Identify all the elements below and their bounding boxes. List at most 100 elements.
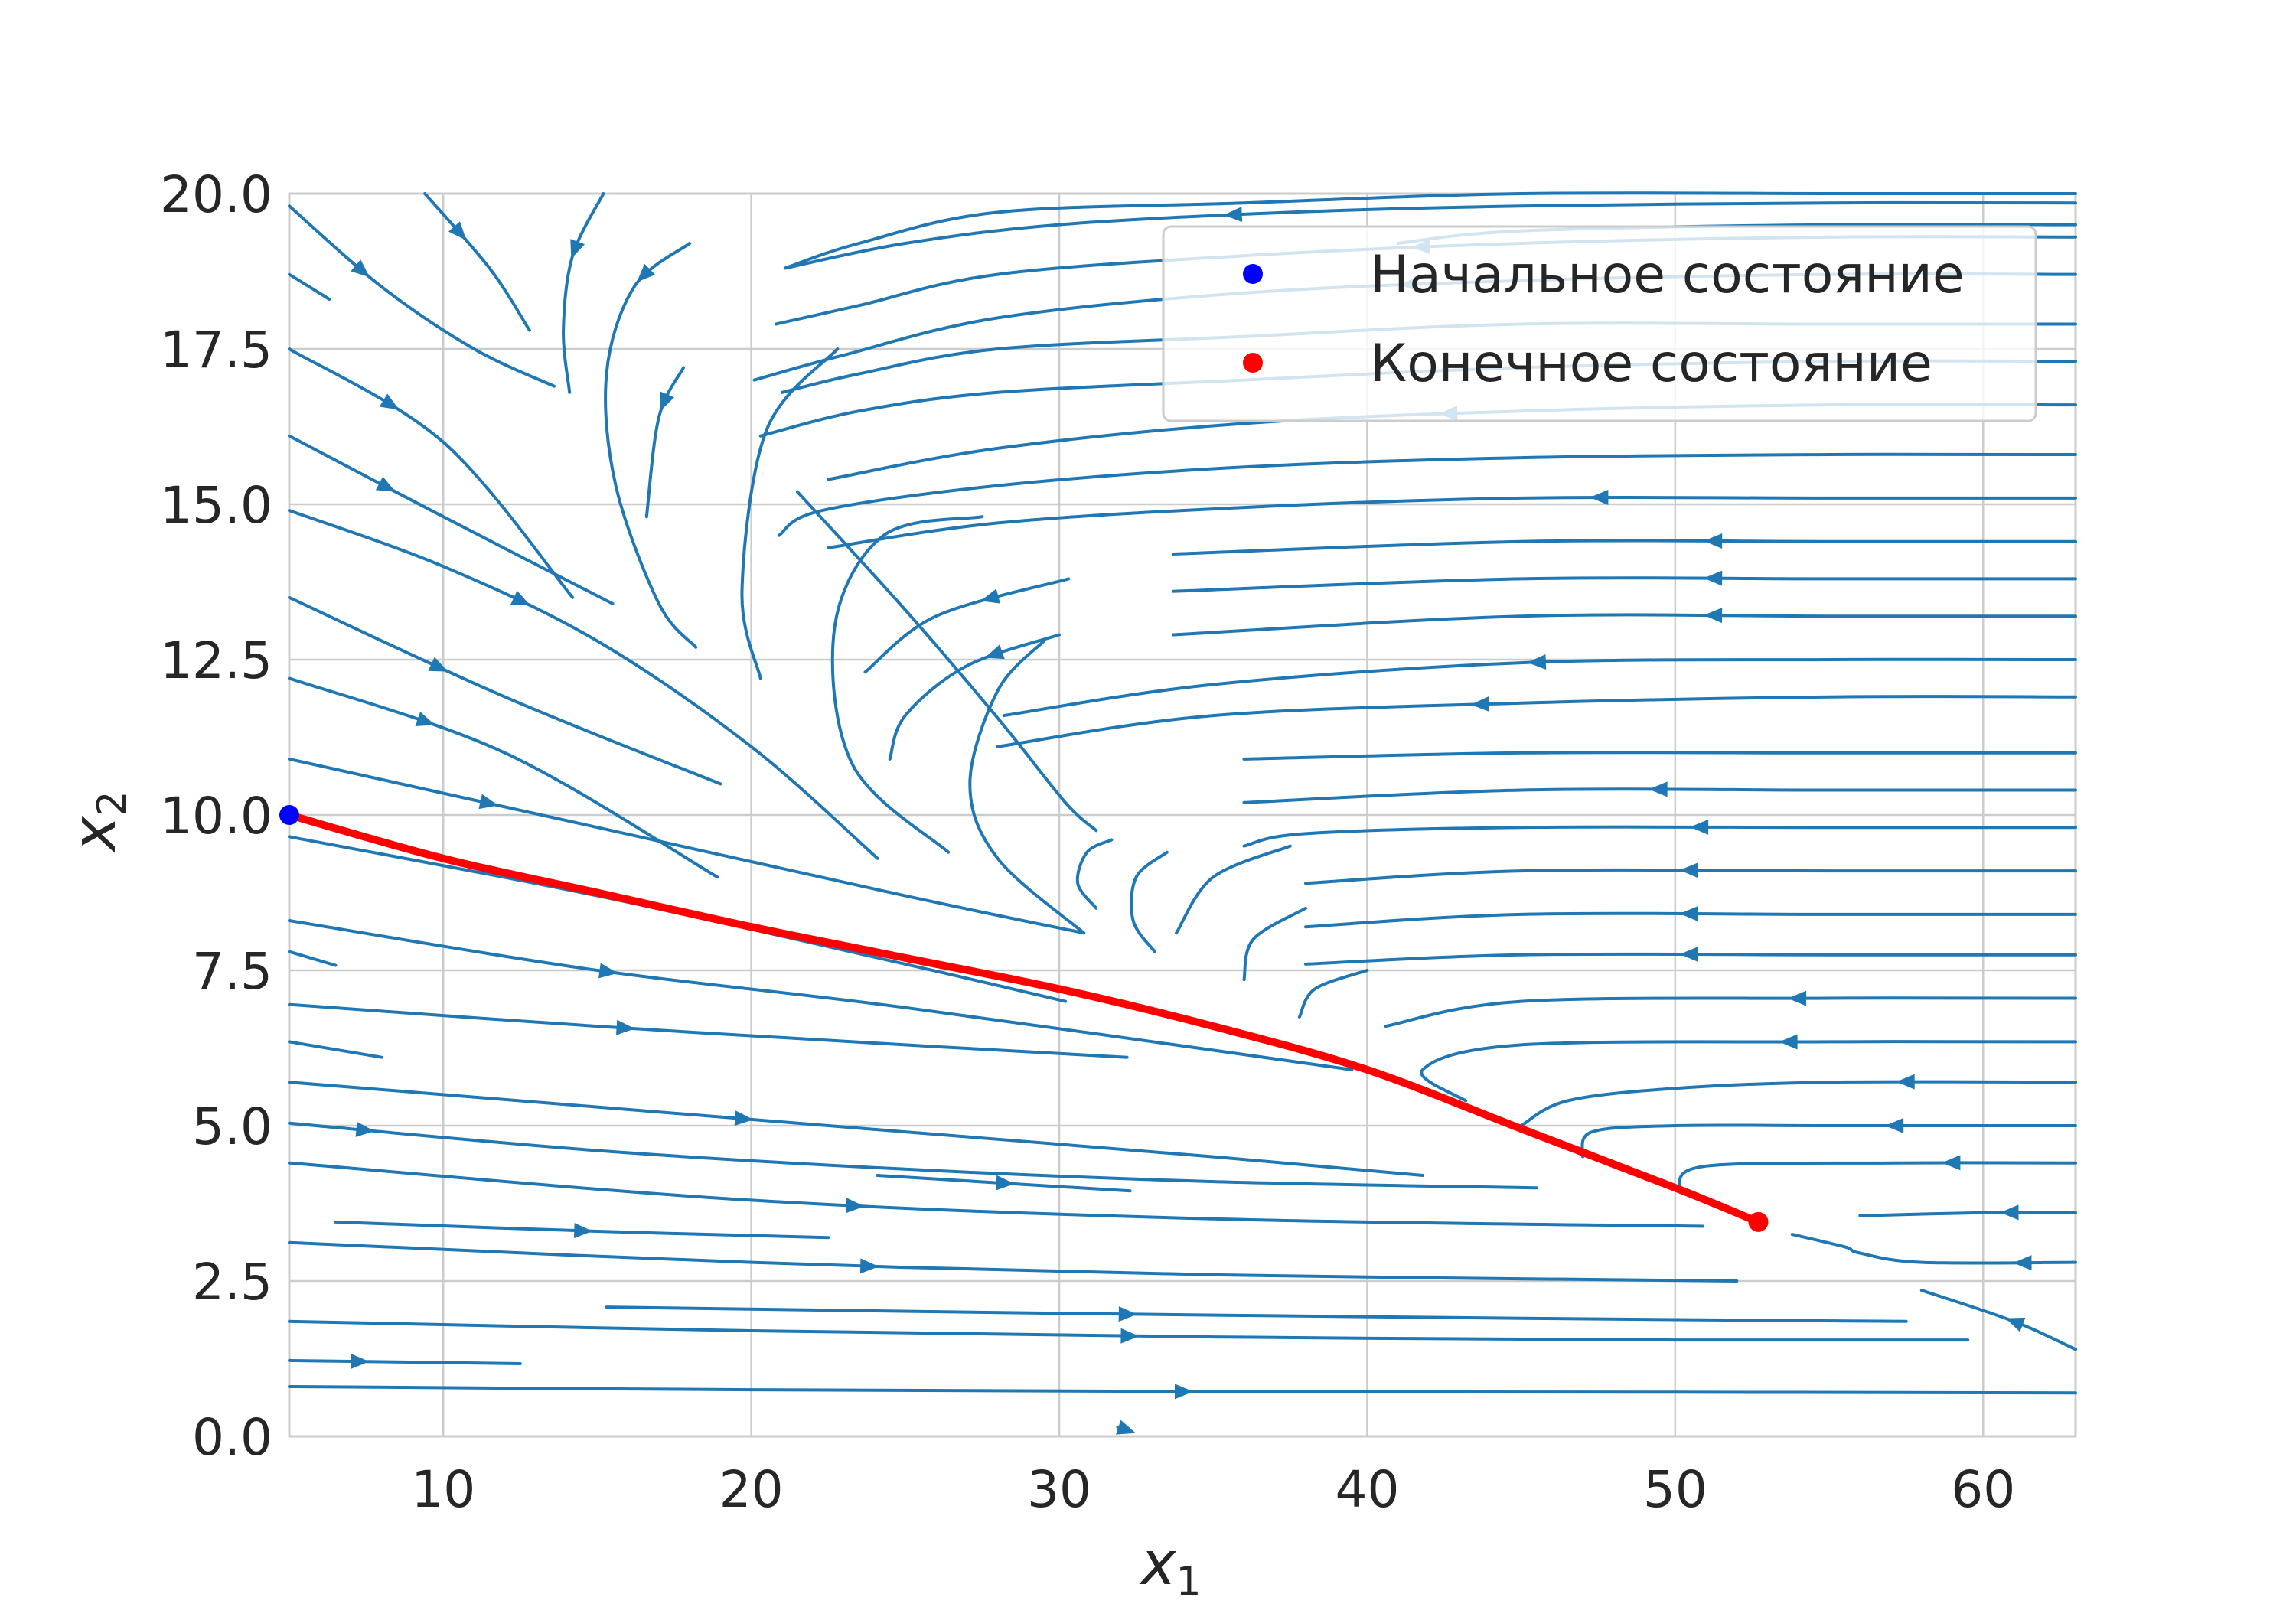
legend-label-start: Начальное состояние (1370, 245, 1965, 305)
streamline (740, 347, 840, 680)
streamline (1297, 969, 1369, 1019)
streamline-arrow (1885, 1118, 1904, 1133)
legend: Начальное состояние Конечное состояние (1162, 225, 2037, 422)
x-tick-label: 40 (1335, 1460, 1399, 1519)
streamline-arrow (1704, 608, 1723, 624)
y-tick-label: 5.0 (192, 1097, 272, 1156)
streamline-arrow (980, 588, 1000, 604)
start-point (279, 805, 299, 825)
streamline-arrow (1470, 696, 1489, 712)
streamline (1171, 539, 2077, 556)
x-tick-label: 60 (1951, 1460, 2015, 1519)
streamline-arrow (1788, 990, 1807, 1006)
streamline (288, 1319, 1970, 1342)
x-tick-label: 10 (411, 1460, 475, 1519)
streamline (1242, 751, 2077, 761)
streamline-arrow (1704, 570, 1723, 586)
streamline (1175, 844, 1292, 935)
streamline (796, 490, 1098, 833)
streamlines (288, 191, 2077, 1435)
streamline (1384, 996, 2077, 1028)
streamline-arrow (510, 590, 531, 606)
streamline (777, 452, 2077, 537)
legend-label-end: Конечное состояние (1370, 334, 1932, 394)
streamline (288, 272, 331, 301)
streamline-arrow (1942, 1155, 1961, 1171)
streamline (1171, 576, 2077, 593)
streamline-arrow (598, 963, 618, 979)
x-axis-label: x1 (1138, 1530, 1201, 1605)
streamline-arrow (1896, 1074, 1915, 1090)
streamline-arrow (1527, 654, 1547, 670)
streamline (1171, 613, 2077, 637)
streamline-arrow (448, 221, 467, 241)
legend-marker-end (1243, 353, 1263, 373)
streamline-arrow (615, 1019, 635, 1035)
y-tick-label: 17.5 (160, 321, 272, 380)
streamline-arrow (428, 657, 448, 672)
streamline-arrow (1690, 819, 1709, 835)
streamline-arrow (984, 644, 1005, 660)
streamline (644, 366, 686, 519)
streamline-arrow (1779, 1034, 1798, 1050)
x-tick-label: 20 (719, 1460, 784, 1519)
y-tick-label: 0.0 (192, 1408, 272, 1467)
end-point (1748, 1211, 1769, 1232)
streamline (1790, 1233, 2077, 1265)
streamline (996, 695, 2077, 748)
legend-marker-start (1243, 264, 1263, 284)
y-tick-label: 15.0 (160, 476, 272, 535)
streamline (288, 1161, 1705, 1228)
streamline-arrow (573, 1223, 593, 1239)
streamline (827, 495, 2077, 549)
streamline-arrow (660, 391, 674, 412)
streamline (288, 919, 1354, 1071)
y-tick-label: 10.0 (160, 787, 272, 846)
streamline (605, 1305, 1908, 1323)
streamline-arrow (379, 393, 400, 410)
streamline-arrow (2013, 1255, 2032, 1271)
streamline (1075, 838, 1114, 910)
streamline-arrow (351, 259, 370, 278)
streamline (288, 595, 722, 786)
streamline (288, 1358, 522, 1365)
streamline (423, 192, 531, 332)
streamline (288, 1385, 2077, 1395)
y-tick-label: 20.0 (160, 165, 272, 224)
streamline-arrow (1704, 533, 1723, 549)
streamline (1858, 1211, 2077, 1217)
streamline (1130, 850, 1169, 953)
streamline (288, 434, 615, 605)
streamline (288, 950, 338, 967)
streamline-arrow (375, 476, 396, 492)
streamline (288, 1121, 1538, 1190)
streamline-arrow (859, 1258, 879, 1274)
streamline-arrow (570, 239, 585, 259)
streamline-arrow (1679, 906, 1698, 922)
x-tick-label: 50 (1643, 1460, 1707, 1519)
y-tick-label: 7.5 (192, 942, 272, 1001)
x-tick-label: 30 (1027, 1460, 1091, 1519)
streamline-arrow (478, 794, 499, 810)
streamline (830, 515, 984, 854)
y-axis-label: x2 (60, 790, 135, 853)
tick-labels: 10 20 30 40 50 60 0.0 2.5 5.0 7.5 10.0 12.5 15.0 17.5… (160, 165, 2015, 1519)
streamline-arrow (846, 1198, 865, 1214)
streamline (1676, 1161, 2077, 1190)
streamline-arrow (351, 1353, 370, 1369)
streamline (288, 757, 1086, 935)
streamline-arrow (996, 1175, 1015, 1191)
streamline-arrow (1679, 947, 1698, 963)
streamline (288, 676, 719, 879)
streamline-arrow (355, 1121, 375, 1137)
streamline (1420, 1040, 2077, 1103)
legend-box (1162, 225, 2037, 422)
streamline (288, 1040, 383, 1059)
streamline-arrow (1649, 781, 1668, 797)
streamline (334, 1220, 830, 1240)
streamline (562, 192, 605, 394)
y-tick-label: 2.5 (192, 1253, 272, 1312)
streamline (863, 577, 1071, 674)
streamline (968, 639, 1086, 935)
